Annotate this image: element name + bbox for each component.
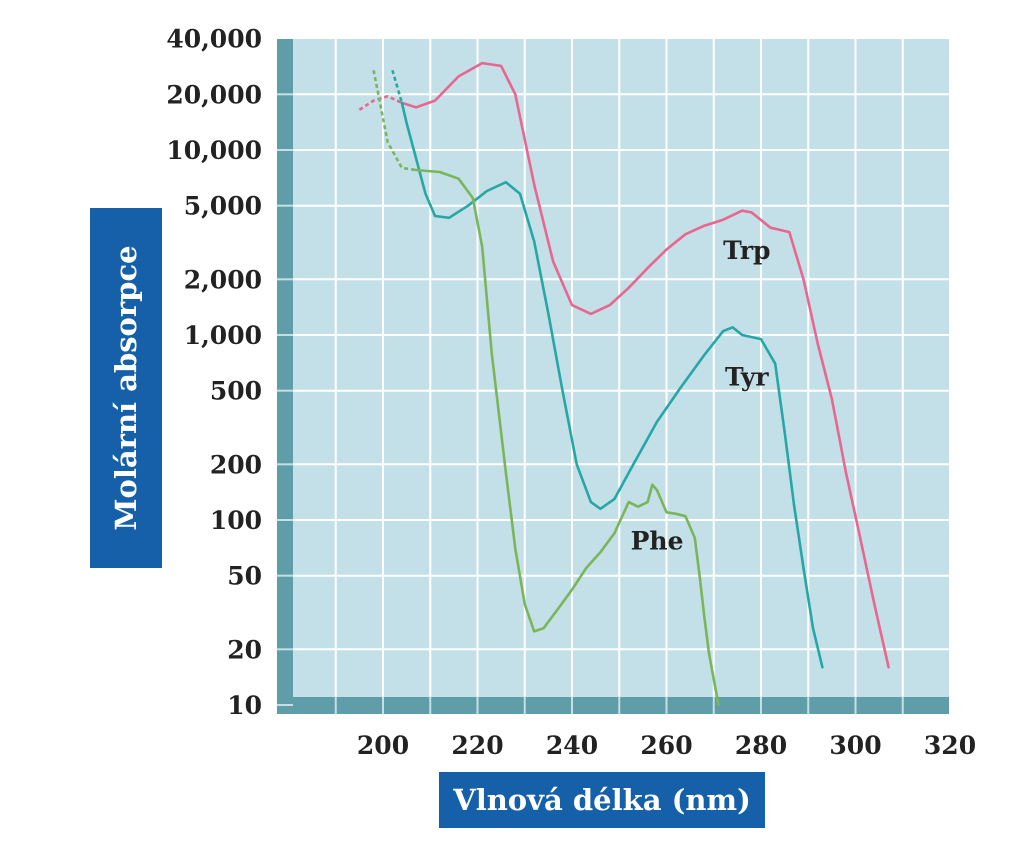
x-axis-title: Vlnová délka (nm) (439, 772, 765, 828)
y-tick-label: 20 (227, 635, 262, 664)
x-tick-label: 200 (357, 731, 409, 760)
series-line-trp (400, 61, 890, 669)
x-tick-label: 280 (735, 731, 787, 760)
series-line-phe-dashed (372, 69, 417, 172)
y-axis-title-box: Molární absorpce (90, 208, 162, 568)
series-label-tyr: Tyr (725, 362, 769, 391)
y-tick-labels: 40,000 20,000 10,000 5,000 2,000 1,000 500 200 1… (166, 25, 262, 720)
y-tick-label: 10,000 (166, 136, 262, 165)
series-line-tyr-dashed (391, 69, 404, 104)
series-labels: Trp Tyr Phe (631, 236, 771, 556)
y-tick-label: 100 (210, 506, 262, 535)
x-tick-label: 300 (829, 731, 881, 760)
y-axis-title: Molární absorpce (109, 245, 143, 531)
y-tick-label: 2,000 (184, 265, 262, 294)
x-tick-labels: 200 220 240 260 280 300 320 (357, 731, 976, 760)
y-tick-label: 5,000 (184, 192, 262, 221)
y-tick-label: 40,000 (166, 25, 262, 54)
y-tick-marks (277, 93, 293, 706)
series-line-phe (414, 168, 720, 707)
x-tick-marks (334, 697, 904, 714)
series-line-tyr (400, 101, 824, 669)
series-line-trp-dashed (358, 95, 403, 111)
x-tick-label: 320 (924, 731, 976, 760)
x-tick-label: 220 (451, 731, 503, 760)
plot-area (293, 39, 949, 697)
series-label-phe: Phe (631, 527, 684, 556)
x-tick-label: 240 (546, 731, 598, 760)
y-tick-label: 200 (210, 450, 262, 479)
series-label-trp: Trp (723, 236, 770, 265)
y-tick-label: 50 (227, 562, 262, 591)
y-tick-label: 500 (210, 377, 262, 406)
y-tick-label: 20,000 (166, 80, 262, 109)
x-tick-label: 260 (640, 731, 692, 760)
y-tick-label: 10 (227, 691, 262, 720)
grid-lines (293, 39, 949, 697)
y-tick-label: 1,000 (184, 321, 262, 350)
series-lines (358, 61, 890, 707)
